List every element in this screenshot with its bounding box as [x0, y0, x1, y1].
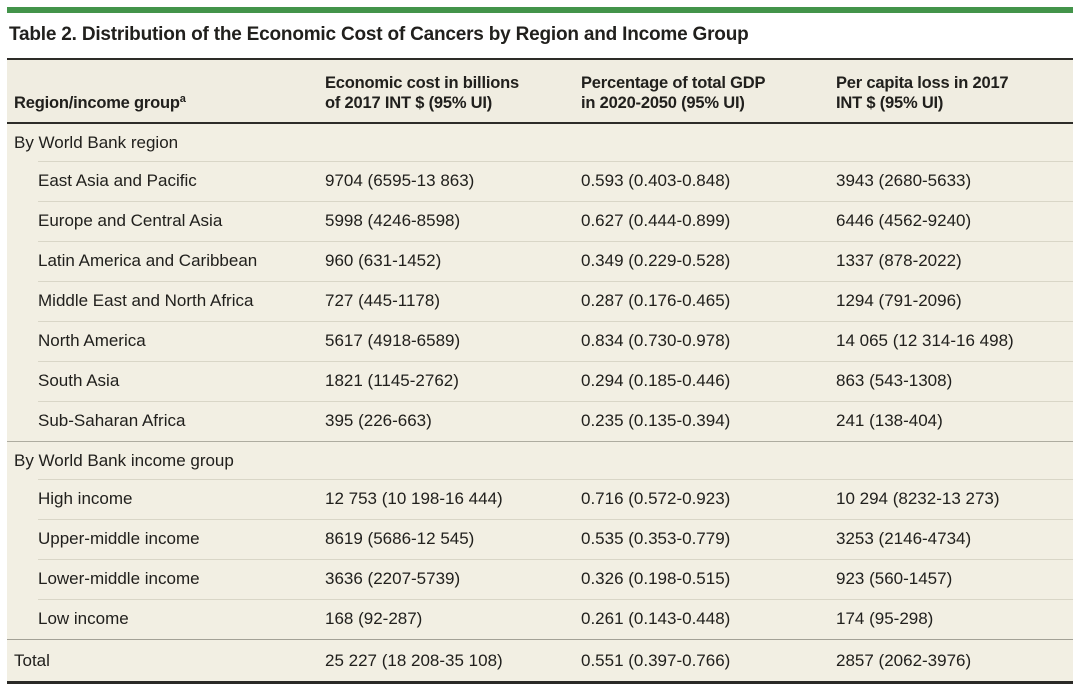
- cell-economic-cost: 5998 (4246-8598): [325, 211, 461, 230]
- row-label-cell: North America: [38, 331, 146, 350]
- cell-gdp-percentage: 0.349 (0.229-0.528): [581, 251, 731, 270]
- cell-per-capita-loss: 3253 (2146-4734): [836, 529, 972, 548]
- cell-per-capita-loss: 174 (95-298): [836, 609, 934, 628]
- table-row: Latin America and Caribbean 960 (631-145…: [7, 241, 1073, 281]
- title-divider: [7, 58, 1073, 60]
- cell-economic-cost: 5617 (4918-6589): [325, 331, 461, 350]
- table-row: South Asia 1821 (1145-2762) 0.294 (0.185…: [7, 361, 1073, 401]
- cell-economic-cost: 960 (631-1452): [325, 251, 442, 270]
- cell-gdp-percentage: 0.593 (0.403-0.848): [581, 171, 731, 190]
- cell-per-capita-loss: 1337 (878-2022): [836, 251, 962, 270]
- row-label-cell: Upper-middle income: [38, 529, 200, 548]
- cell-per-capita-loss: 923 (560-1457): [836, 569, 953, 588]
- table-row: Lower-middle income 3636 (2207-5739) 0.3…: [7, 559, 1073, 599]
- table-row: High income 12 753 (10 198-16 444) 0.716…: [7, 479, 1073, 519]
- cell-economic-cost: 3636 (2207-5739): [325, 569, 461, 588]
- table-row: Low income 168 (92-287) 0.261 (0.143-0.4…: [7, 599, 1073, 639]
- cell-economic-cost: 168 (92-287): [325, 609, 423, 628]
- table-row: Upper-middle income 8619 (5686-12 545) 0…: [7, 519, 1073, 559]
- table-total-row: Total 25 227 (18 208-35 108) 0.551 (0.39…: [7, 639, 1073, 681]
- cell-per-capita-loss: 1294 (791-2096): [836, 291, 962, 310]
- row-label-cell: High income: [38, 489, 133, 508]
- cell-per-capita-loss: 10 294 (8232-13 273): [836, 489, 1000, 508]
- cell-gdp-percentage: 0.535 (0.353-0.779): [581, 529, 731, 548]
- column-header-region-income-group: Region/income groupa: [7, 93, 249, 113]
- section-header-label: By World Bank income group: [14, 450, 234, 470]
- section-header-row: By World Bank income group: [7, 441, 1073, 479]
- row-label-cell: Latin America and Caribbean: [38, 251, 258, 270]
- table-header-row: Region/income groupa Economic cost in bi…: [7, 60, 1073, 122]
- table-row: East Asia and Pacific 9704 (6595-13 863)…: [7, 161, 1073, 201]
- table-row: Middle East and North Africa 727 (445-11…: [7, 281, 1073, 321]
- row-label-cell: Sub-Saharan Africa: [38, 411, 186, 430]
- total-label: Total: [14, 650, 50, 670]
- cell-gdp-percentage: 0.294 (0.185-0.446): [581, 371, 731, 390]
- cell-economic-cost: 1821 (1145-2762): [325, 371, 459, 390]
- cell-per-capita-loss: 863 (543-1308): [836, 371, 953, 390]
- cell-gdp-percentage: 0.716 (0.572-0.923): [581, 489, 731, 508]
- cell-gdp-percentage: 0.326 (0.198-0.515): [581, 569, 731, 588]
- section-header-row: By World Bank region: [7, 124, 1073, 161]
- cell-per-capita-loss: 14 065 (12 314-16 498): [836, 331, 1014, 350]
- row-label-cell: South Asia: [38, 371, 120, 390]
- header-divider: [7, 122, 1073, 124]
- row-label-cell: Lower-middle income: [38, 569, 200, 588]
- cell-economic-cost: 8619 (5686-12 545): [325, 529, 475, 548]
- row-label-cell: Low income: [38, 609, 129, 628]
- total-gdp-percentage: 0.551 (0.397-0.766): [581, 650, 731, 670]
- column-header-gdp-percentage: Percentage of total GDP in 2020-2050 (95…: [581, 73, 766, 112]
- row-label-cell: Middle East and North Africa: [38, 291, 254, 310]
- cell-per-capita-loss: 3943 (2680-5633): [836, 171, 972, 190]
- table-row: North America 5617 (4918-6589) 0.834 (0.…: [7, 321, 1073, 361]
- total-economic-cost: 25 227 (18 208-35 108): [325, 650, 503, 670]
- row-label-cell: Europe and Central Asia: [38, 211, 223, 230]
- footnote-marker: a: [179, 92, 186, 105]
- column-header-economic-cost: Economic cost in billions of 2017 INT $ …: [325, 73, 519, 112]
- table-row: Sub-Saharan Africa 395 (226-663) 0.235 (…: [7, 401, 1073, 441]
- row-label-cell: East Asia and Pacific: [38, 171, 197, 190]
- cell-gdp-percentage: 0.287 (0.176-0.465): [581, 291, 731, 310]
- table-row: Europe and Central Asia 5998 (4246-8598)…: [7, 201, 1073, 241]
- cell-economic-cost: 12 753 (10 198-16 444): [325, 489, 503, 508]
- cell-per-capita-loss: 241 (138-404): [836, 411, 943, 430]
- cell-gdp-percentage: 0.627 (0.444-0.899): [581, 211, 731, 230]
- accent-bar: [7, 7, 1073, 13]
- table-page: Table 2. Distribution of the Economic Co…: [7, 7, 1073, 684]
- table-body: By World Bank region East Asia and Pacif…: [7, 124, 1073, 639]
- cell-gdp-percentage: 0.261 (0.143-0.448): [581, 609, 731, 628]
- cell-gdp-percentage: 0.834 (0.730-0.978): [581, 331, 731, 350]
- column-header-per-capita-loss: Per capita loss in 2017 INT $ (95% UI): [836, 73, 1009, 112]
- column-header-label: Region/income groupa: [14, 92, 186, 112]
- cell-economic-cost: 9704 (6595-13 863): [325, 171, 475, 190]
- section-header-label: By World Bank region: [14, 132, 179, 152]
- cell-per-capita-loss: 6446 (4562-9240): [836, 211, 972, 230]
- table-title: Table 2. Distribution of the Economic Co…: [9, 24, 749, 45]
- cell-economic-cost: 395 (226-663): [325, 411, 432, 430]
- cell-gdp-percentage: 0.235 (0.135-0.394): [581, 411, 731, 430]
- total-per-capita-loss: 2857 (2062-3976): [836, 650, 972, 670]
- cell-economic-cost: 727 (445-1178): [325, 291, 440, 310]
